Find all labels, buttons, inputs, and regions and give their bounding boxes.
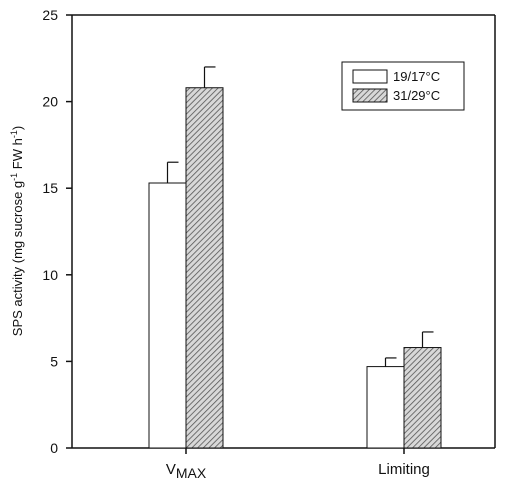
category-label-1: Limiting <box>378 461 430 478</box>
legend: 19/17°C 31/29°C <box>341 61 465 111</box>
bar-s1-c0 <box>185 87 224 449</box>
legend-swatch-1 <box>352 88 388 103</box>
legend-label-0: 19/17°C <box>393 69 440 84</box>
y-tick-label-1: 5 <box>50 353 58 369</box>
y-ticks: 0 5 10 15 20 25 <box>42 7 72 456</box>
x-labels: VMAX Limiting <box>166 448 430 481</box>
bar-s0-c1 <box>366 366 405 449</box>
legend-swatch-0 <box>352 69 388 84</box>
y-tick-label-4: 20 <box>42 94 58 110</box>
legend-label-1: 31/29°C <box>393 88 440 103</box>
y-tick-label-3: 15 <box>42 180 58 196</box>
bar-s1-c1 <box>403 347 442 449</box>
bar-s0-c0 <box>148 182 187 449</box>
y-tick-label-0: 0 <box>50 440 58 456</box>
y-tick-label-2: 10 <box>42 267 58 283</box>
category-label-0: VMAX <box>166 461 207 481</box>
y-axis-title: SPS activity (mg sucrose g-1 FW h-1) <box>9 126 25 336</box>
y-tick-label-5: 25 <box>42 7 58 23</box>
bars <box>148 66 442 449</box>
